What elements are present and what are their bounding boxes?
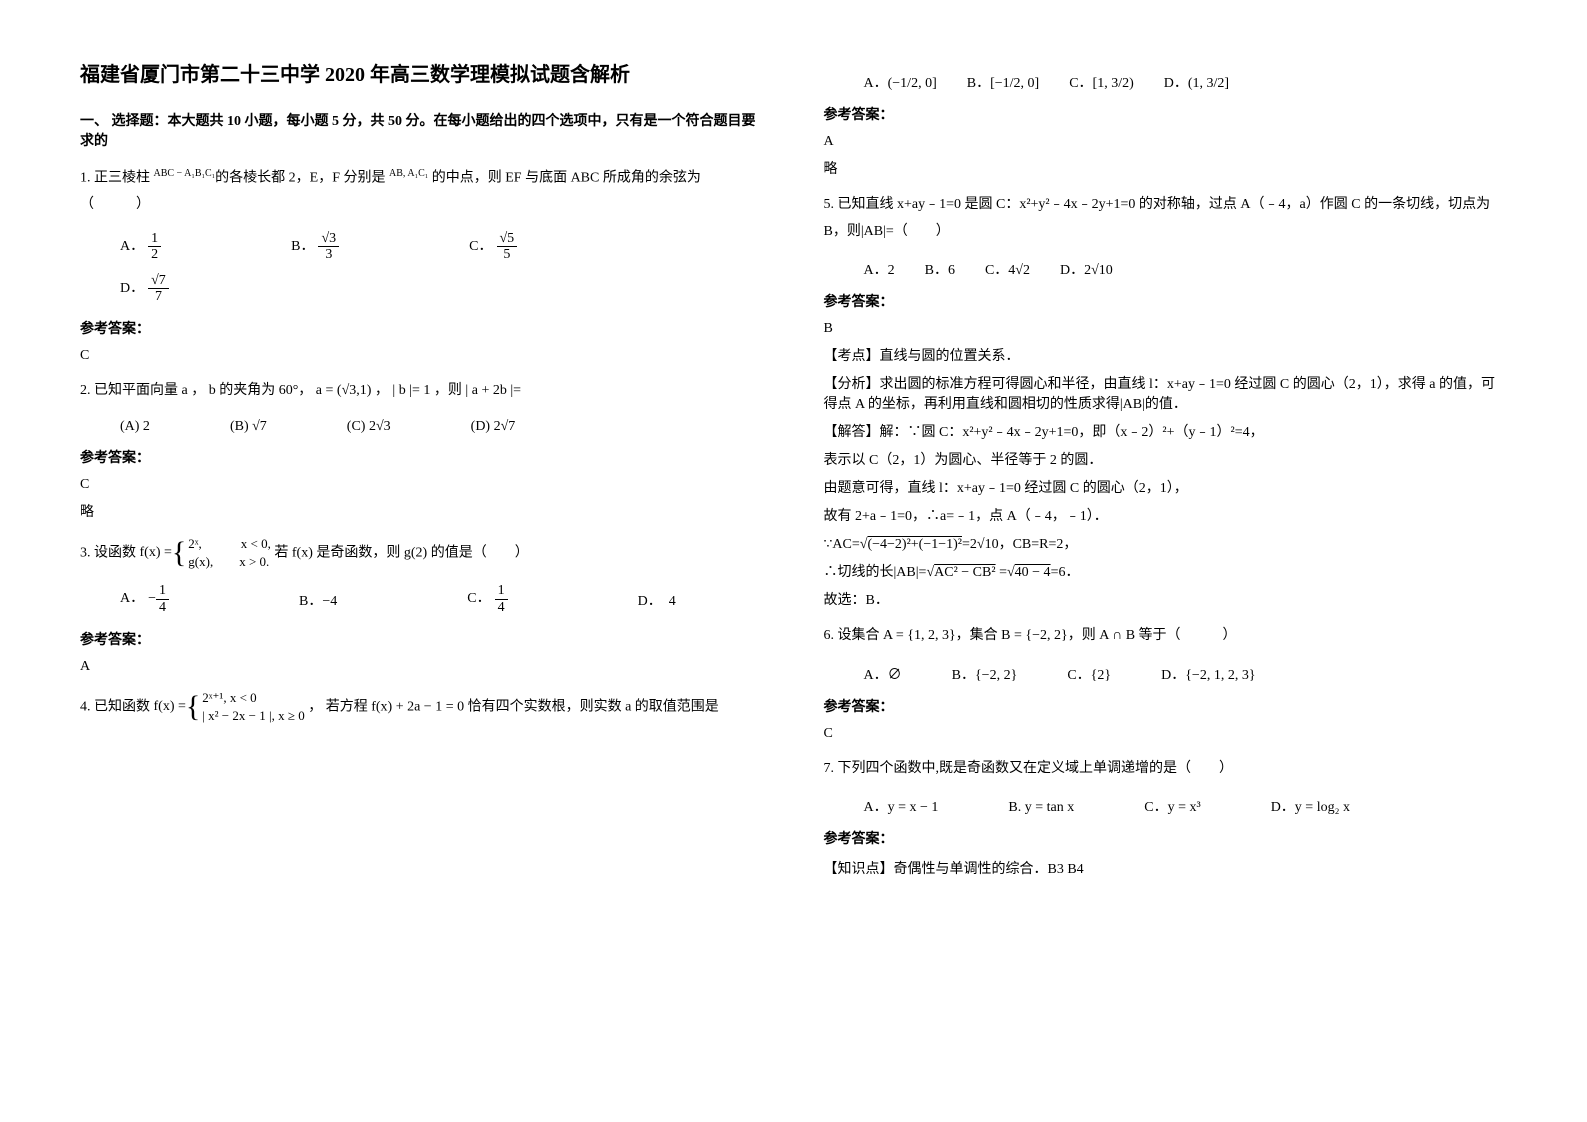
q3-ans-label: 参考答案： [80,629,764,649]
q5-kd: 【考点】直线与圆的位置关系． [824,345,1508,365]
question-6: 6. 设集合 A = {1, 2, 3}，集合 B = {−2, 2}，则 A … [824,623,1508,650]
q2-options: (A) 2 (B) √7 (C) 2√3 (D) 2√7 [120,419,764,435]
q5-opt-a: A．2 [864,259,895,279]
question-2: 2. 已知平面向量 a ， b 的夹角为 60°， a = (√3,1) ， |… [80,378,764,405]
q4-ans: A [824,134,1508,150]
doc-title: 福建省厦门市第二十三中学 2020 年高三数学理模拟试题含解析 [80,60,764,90]
q1-ans: C [80,348,764,364]
q1-opt-a: A．12 [120,231,161,263]
q2-opt-b: (B) √7 [230,419,267,435]
question-1: 1. 正三棱柱 ABC − A₁B₁C₁的各棱长都 2，E，F 分别是 AB, … [80,164,764,304]
q5-l2: 由题意可得，直线 l：x+ay﹣1=0 经过圆 C 的圆心（2，1）， [824,477,1508,497]
q3-tail: 若 f(x) 是奇函数，则 g(2) 的值是（ ） [274,545,528,560]
q2-opt-d: (D) 2√7 [471,419,516,435]
question-3: 3. 设函数 f(x) = { 2ˣ, x < 0, g(x), x > 0. … [80,535,764,615]
q3-opt-a: A．−14 [120,583,169,615]
q6-opt-b: B．{−2, 2} [952,664,1018,684]
q4-ans-label: 参考答案： [824,104,1508,124]
q5-ans-label: 参考答案： [824,291,1508,311]
q5-opt-d: D．2√10 [1060,259,1113,279]
left-brace-icon: { [172,538,186,568]
q3-lead: 3. 设函数 [80,545,140,560]
q7-opt-d: D．y = log₂ x [1271,796,1350,816]
question-7: 7. 下列四个函数中,既是奇函数又在定义域上单调递增的是（ ） [824,756,1508,783]
q4-lead: 4. 已知函数 [80,700,154,715]
q7-opt-b: B. y = tan x [1008,800,1074,816]
q5-l6: 故选：B． [824,589,1508,609]
q1-text-a: 1. 正三棱柱 [80,171,154,186]
q6-ans-label: 参考答案： [824,696,1508,716]
q4-piecewise: f(x) = { 2ˣ⁺¹, x < 0 | x² − 2x − 1 |, x … [154,689,305,725]
q2-opt-c: (C) 2√3 [347,419,391,435]
q7-options: A．y = x − 1 B. y = tan x C．y = x³ D．y = … [864,796,1508,816]
q2-opt-a: (A) 2 [120,419,150,435]
q4-case1: 2ˣ⁺¹, x < 0 [202,689,304,707]
q6-options: A．∅ B．{−2, 2} C．{2} D．{−2, 1, 2, 3} [864,664,1508,684]
q3-piecewise: f(x) = { 2ˣ, x < 0, g(x), x > 0. [140,535,271,571]
q1-expr2: AB, A₁C₁ [389,168,428,179]
right-column: A．(−1/2, 0] B．[−1/2, 0] C．[1, 3/2) D．(1,… [824,60,1508,886]
q5-opt-b: B．6 [925,259,955,279]
q5-ans: B [824,321,1508,337]
q5-l1: 表示以 C（2，1）为圆心、半径等于 2 的圆． [824,449,1508,469]
q4-fx-label: f(x) = [154,694,186,721]
q5-l4: ∵AC=√(−4−2)²+(−1−1)²=2√10，CB=R=2， [824,533,1508,553]
q1-opt-d: D．√77 [120,273,169,305]
q4-options: A．(−1/2, 0] B．[−1/2, 0] C．[1, 3/2) D．(1,… [864,72,1508,92]
q2-ans-label: 参考答案： [80,447,764,467]
q4-case2: | x² − 2x − 1 |, x ≥ 0 [202,707,304,725]
q5-opt-c: C．4√2 [985,259,1030,279]
q2-note: 略 [80,501,764,521]
q1-expr: ABC − A₁B₁C₁ [154,168,216,179]
q7-ans-label: 参考答案： [824,828,1508,848]
q2-ans: C [80,477,764,493]
q3-case2: g(x), x > 0. [188,553,271,571]
q6-opt-a: A．∅ [864,664,902,684]
q5-options: A．2 B．6 C．4√2 D．2√10 [864,259,1508,279]
q7-opt-a: A．y = x − 1 [864,796,939,816]
q3-ans: A [80,659,764,675]
q3-opt-b: B．−4 [299,589,337,616]
q1-text-b: 的各棱长都 2，E，F 分别是 [215,171,389,186]
q6-ans: C [824,726,1508,742]
q4-note: 略 [824,158,1508,178]
q3-fx-label: f(x) = [140,540,172,567]
q4-opt-d: D．(1, 3/2] [1164,72,1229,92]
q3-opt-d: D． 4 [638,589,676,616]
q7-kp: 【知识点】奇偶性与单调性的综合．B3 B4 [824,858,1508,878]
q6-opt-d: D．{−2, 1, 2, 3} [1161,664,1255,684]
q7-opt-c: C．y = x³ [1144,796,1200,816]
left-brace-icon: { [186,692,200,722]
q5-l3: 故有 2+a﹣1=0，∴a=﹣1，点 A（﹣4，﹣1）． [824,505,1508,525]
q1-ans-label: 参考答案： [80,318,764,338]
q1-opt-b: B．√33 [291,231,339,263]
question-5: 5. 已知直线 x+ay﹣1=0 是圆 C：x²+y²﹣4x﹣2y+1=0 的对… [824,192,1508,245]
q5-fx: 【分析】求出圆的标准方程可得圆心和半径，由直线 l：x+ay﹣1=0 经过圆 C… [824,373,1508,413]
q3-opt-c: C．14 [467,583,507,615]
question-4: 4. 已知函数 f(x) = { 2ˣ⁺¹, x < 0 | x² − 2x −… [80,689,764,725]
q4-opt-c: C．[1, 3/2) [1069,72,1134,92]
q3-case1: 2ˣ, x < 0, [188,535,271,553]
q4-opt-b: B．[−1/2, 0] [967,72,1039,92]
left-column: 福建省厦门市第二十三中学 2020 年高三数学理模拟试题含解析 一、 选择题：本… [80,60,764,886]
q4-opt-a: A．(−1/2, 0] [864,72,937,92]
q1-opt-c: C．√55 [469,231,517,263]
section-1-header: 一、 选择题：本大题共 10 小题，每小题 5 分，共 50 分。在每小题给出的… [80,110,764,150]
q6-opt-c: C．{2} [1067,664,1111,684]
q4-tail: ， 若方程 f(x) + 2a − 1 = 0 恰有四个实数根，则实数 a 的取… [308,700,719,715]
q5-jd-lead: 【解答】解：∵圆 C：x²+y²﹣4x﹣2y+1=0，即（x﹣2）²+（y﹣1）… [824,421,1508,441]
q5-l5: ∴切线的长|AB|=√AC² − CB² =√40 − 4=6． [824,561,1508,581]
